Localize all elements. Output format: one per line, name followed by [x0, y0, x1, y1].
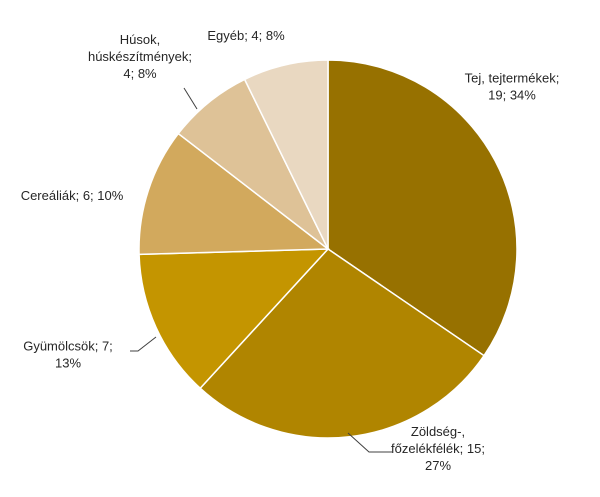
leader-lines-layer [130, 87, 392, 453]
data-label-gyumolcsok: Gyümölcsök; 7; 13% [23, 339, 113, 371]
data-label-line: 27% [425, 458, 451, 473]
slices-layer [138, 59, 518, 439]
data-label-line: Cereáliák; 6; 10% [21, 188, 124, 203]
data-label-line: Egyéb; 4; 8% [207, 28, 285, 43]
data-label-husok-huskeszitmenyek: Húsok, húskészítmények; 4; 8% [88, 32, 192, 81]
data-label-line: Húsok, [120, 32, 160, 47]
leader-line-zoldseg-fozelekfelek [347, 432, 392, 453]
data-label-line: 4; 8% [123, 66, 157, 81]
pie-slice-zoldseg-fozelekfelek [199, 248, 486, 439]
pie-slice-egyeb [243, 59, 329, 250]
data-label-line: 13% [55, 356, 81, 371]
data-label-tej-tejtermekek: Tej, tejtermékek; 19; 34% [465, 71, 560, 103]
data-label-cerealiak: Cereáliák; 6; 10% [21, 188, 124, 203]
pie-slice-tej-tejtermekek [327, 59, 518, 357]
data-label-line: Gyümölcsök; 7; [23, 339, 113, 354]
data-label-zoldseg-fozelekfelek: Zöldség-, főzelékfélék; 15; 27% [391, 424, 485, 473]
pie-slice-cerealiak [138, 132, 331, 256]
data-label-egyeb: Egyéb; 4; 8% [207, 28, 285, 43]
leader-line-gyumolcsok [130, 336, 157, 352]
leader-line-husok-huskeszitmenyek [183, 87, 198, 110]
data-label-line: Tej, tejtermékek; [465, 71, 560, 86]
data-label-line: 19; 34% [488, 88, 536, 103]
data-label-line: húskészítmények; [88, 49, 192, 64]
data-label-line: Zöldség-, [411, 424, 465, 439]
data-label-line: főzelékfélék; 15; [391, 441, 485, 456]
pie-slice-gyumolcsok [138, 248, 330, 390]
data-labels-layer: Tej, tejtermékek; 19; 34% Zöldség-, főzelék… [21, 28, 560, 473]
